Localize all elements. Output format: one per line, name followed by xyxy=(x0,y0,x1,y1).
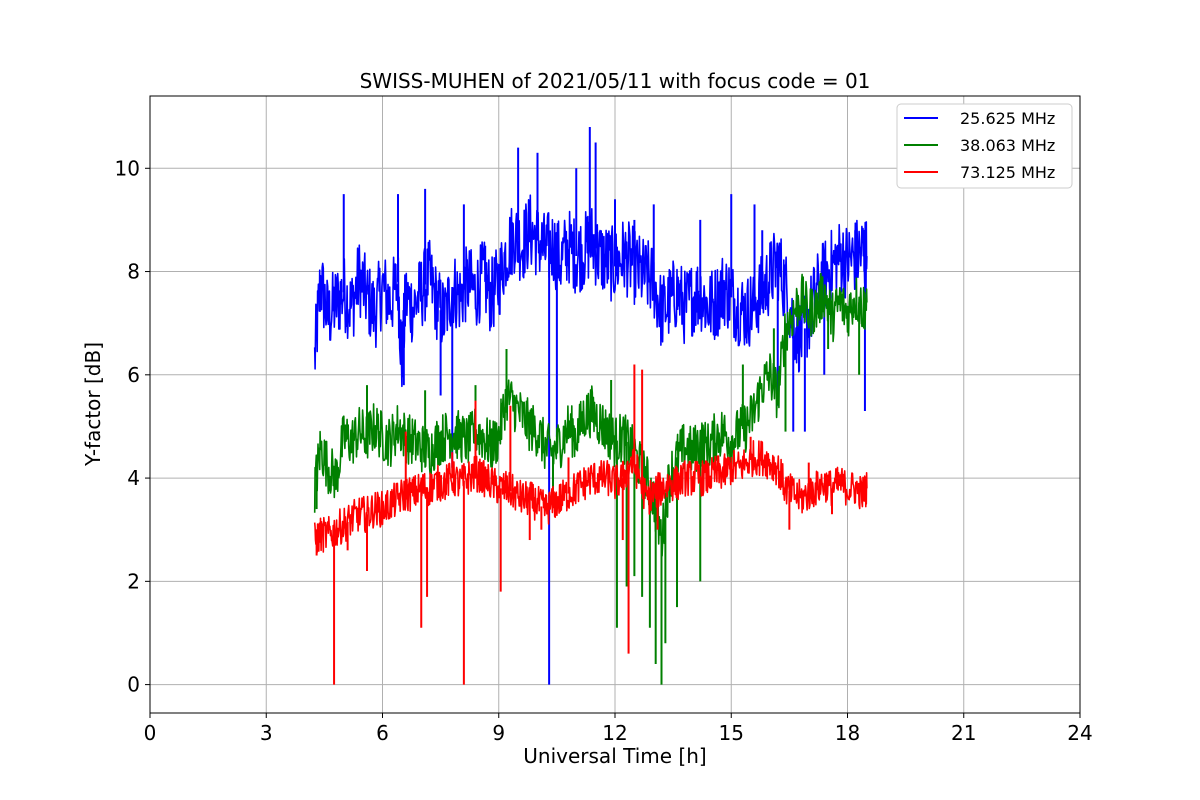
series-73125 xyxy=(313,364,868,685)
x-tick-label: 18 xyxy=(835,721,860,745)
y-tick-label: 6 xyxy=(127,363,140,387)
x-tick-label: 0 xyxy=(144,721,157,745)
legend-label-25625: 25.625 MHz xyxy=(960,109,1055,128)
x-axis-label: Universal Time [h] xyxy=(523,744,706,768)
x-tick-label: 6 xyxy=(376,721,389,745)
series-layer xyxy=(313,126,868,685)
legend-box xyxy=(896,103,1073,189)
y-axis-label: Y-factor [dB] xyxy=(81,342,105,467)
x-tick-label: 24 xyxy=(1067,721,1092,745)
y-tick-label: 2 xyxy=(127,569,140,593)
series-line xyxy=(313,272,868,557)
x-tick-label: 15 xyxy=(719,721,744,745)
series-line xyxy=(313,194,868,388)
y-tick-label: 4 xyxy=(127,466,140,490)
x-tick-label: 21 xyxy=(951,721,976,745)
x-tick-label: 9 xyxy=(492,721,505,745)
legend-label-38063: 38.063 MHz xyxy=(960,136,1055,155)
y-tick-label: 10 xyxy=(115,156,140,180)
chart-title: SWISS-MUHEN of 2021/05/11 with focus cod… xyxy=(360,69,871,93)
x-tick-label: 3 xyxy=(260,721,273,745)
series-25625 xyxy=(313,126,868,685)
legend: 25.625 MHz 38.063 MHz 73.125 MHz xyxy=(896,103,1073,189)
y-tick-label: 0 xyxy=(127,673,140,697)
y-tick-label: 8 xyxy=(127,260,140,284)
x-tick-label: 12 xyxy=(602,721,627,745)
legend-label-73125: 73.125 MHz xyxy=(960,163,1055,182)
